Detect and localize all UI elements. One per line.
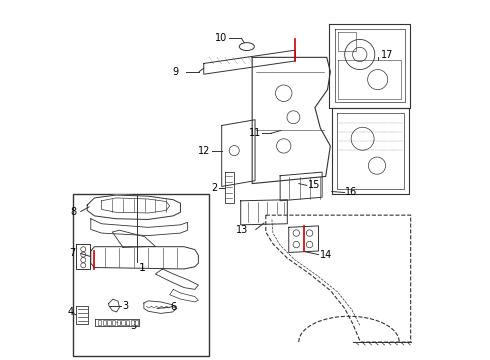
- Text: 1: 1: [139, 263, 146, 273]
- Ellipse shape: [239, 42, 254, 50]
- Text: 3: 3: [122, 301, 128, 311]
- Text: 15: 15: [308, 180, 320, 190]
- Bar: [135, 320, 139, 325]
- Polygon shape: [225, 172, 234, 203]
- Polygon shape: [252, 57, 330, 184]
- Bar: [117, 320, 120, 325]
- Text: 8: 8: [70, 207, 76, 217]
- Polygon shape: [144, 301, 177, 314]
- Text: 6: 6: [171, 302, 176, 312]
- Polygon shape: [221, 120, 255, 186]
- Polygon shape: [329, 24, 410, 108]
- Text: 9: 9: [172, 67, 179, 77]
- Bar: [98, 320, 101, 325]
- Text: 13: 13: [236, 225, 248, 235]
- Text: 12: 12: [198, 145, 211, 156]
- Text: 16: 16: [345, 187, 358, 197]
- Bar: [122, 320, 124, 325]
- Polygon shape: [95, 319, 139, 325]
- Polygon shape: [266, 215, 411, 342]
- Polygon shape: [76, 306, 88, 324]
- Polygon shape: [241, 200, 287, 225]
- Text: 17: 17: [381, 50, 393, 60]
- Bar: [112, 320, 115, 325]
- Bar: [131, 320, 134, 325]
- Polygon shape: [155, 269, 198, 289]
- Bar: [126, 320, 129, 325]
- Polygon shape: [91, 219, 188, 235]
- Polygon shape: [332, 108, 409, 194]
- Bar: [102, 320, 106, 325]
- Text: 5: 5: [130, 321, 137, 331]
- Polygon shape: [280, 172, 322, 201]
- Polygon shape: [289, 226, 318, 252]
- Polygon shape: [87, 195, 180, 220]
- Text: 11: 11: [248, 129, 261, 138]
- Text: 10: 10: [215, 33, 227, 43]
- Text: 7: 7: [69, 248, 75, 258]
- Text: 14: 14: [319, 249, 332, 260]
- Polygon shape: [76, 244, 90, 269]
- Polygon shape: [112, 230, 155, 247]
- Polygon shape: [170, 289, 198, 302]
- Polygon shape: [204, 50, 295, 74]
- Bar: [107, 320, 111, 325]
- Polygon shape: [91, 247, 198, 269]
- Text: 4: 4: [68, 307, 74, 317]
- Text: 2: 2: [212, 183, 218, 193]
- Polygon shape: [109, 299, 120, 312]
- Bar: [73, 194, 209, 356]
